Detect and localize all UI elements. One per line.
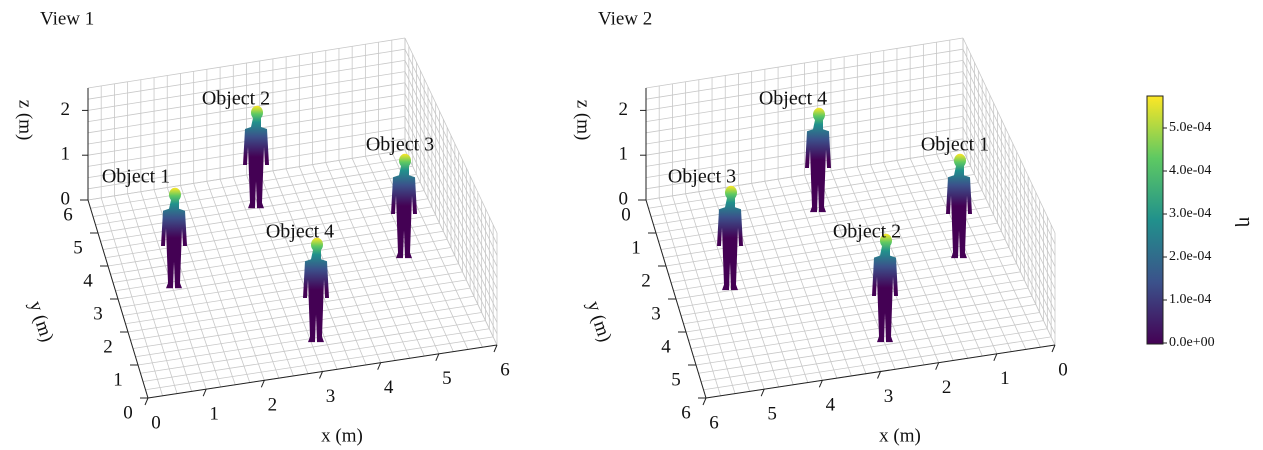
x-tick [819,380,822,387]
x-tick-label: 6 [709,412,719,433]
z-axis-label: z (m) [15,100,36,141]
x-tick [761,389,764,396]
x-tick-label: 3 [884,386,894,407]
y-tick-label: 4 [661,336,671,357]
object-label: Object 2 [833,221,901,243]
x-axis-label: x (m) [879,425,921,446]
z-tick-label: 1 [619,144,629,165]
object-label: Object 4 [759,88,827,110]
x-axis-label: x (m) [321,425,363,446]
z-tick-label: 0 [619,188,629,209]
y-tick-label: 3 [93,303,103,324]
y-axis-label: y (m) [583,299,616,345]
x-tick-label: 5 [767,404,777,425]
x-tick [1052,345,1055,352]
view-title: View 1 [40,8,94,29]
y-tick-label: 5 [671,369,681,390]
x-tick [320,372,323,379]
person [303,238,329,342]
x-tick [145,398,148,405]
object-label: Object 4 [266,221,334,243]
view-title: View 2 [598,8,652,29]
x-tick [436,354,439,361]
x-tick-label: 0 [1058,359,1068,380]
y-tick-label: 2 [641,270,651,291]
colorbar-tick-label: 2.0e-04 [1169,249,1211,264]
x-tick-label: 2 [268,395,278,416]
x-tick [494,345,497,352]
y-tick-label: 2 [103,336,113,357]
wall-grid [405,83,497,278]
floor-grid [831,171,910,367]
colorbar-tick-label: 5.0e-04 [1169,120,1211,135]
x-tick-label: 4 [826,395,836,416]
y-tick-label: 6 [681,402,691,423]
x-tick-label: 6 [500,359,510,380]
person-shape [303,238,329,342]
x-tick-label: 5 [442,368,452,389]
y-axis-label: y (m) [25,299,58,345]
object-label: Object 1 [102,166,170,188]
z-tick-label: 0 [61,188,71,209]
object-label: Object 3 [668,166,736,188]
x-tick [703,398,706,405]
x-tick-label: 1 [209,404,219,425]
colorbar-label: η [1234,217,1256,227]
y-tick-label: 0 [123,402,133,423]
colorbar-tick-label: 1.0e-04 [1169,292,1211,307]
x-tick [994,354,997,361]
colorbar-tick-label: 3.0e-04 [1169,206,1211,221]
x-tick [203,389,206,396]
object-label: Object 1 [921,134,989,156]
z-tick-label: 2 [619,99,629,120]
wall-grid [963,83,1055,278]
y-tick-label: 1 [113,369,123,390]
object-label: Object 2 [202,88,270,110]
y-tick-label: 3 [651,303,661,324]
x-tick [378,363,381,370]
x-tick-label: 0 [151,412,161,433]
x-tick-label: 2 [942,377,952,398]
y-tick-label: 4 [83,270,93,291]
object-label: Object 3 [366,134,434,156]
x-tick-label: 3 [326,386,336,407]
colorbar-tick-label: 0.0e+00 [1169,335,1215,350]
y-tick-label: 5 [73,237,83,258]
z-tick-label: 1 [61,144,71,165]
x-tick [936,363,939,370]
figure: η View 101234560123456012x (m)y (m)z (m)… [0,0,1263,450]
z-axis-label: z (m) [573,100,594,141]
view: View 101234560123456012x (m)y (m)z (m)Ob… [15,8,510,446]
x-tick-label: 1 [1000,368,1010,389]
x-tick-label: 4 [384,377,394,398]
colorbar-tick-label: 4.0e-04 [1169,163,1211,178]
z-tick-label: 2 [61,99,71,120]
colorbar [1147,96,1163,344]
y-tick-label: 1 [631,237,641,258]
x-tick [878,372,881,379]
x-tick [261,380,264,387]
